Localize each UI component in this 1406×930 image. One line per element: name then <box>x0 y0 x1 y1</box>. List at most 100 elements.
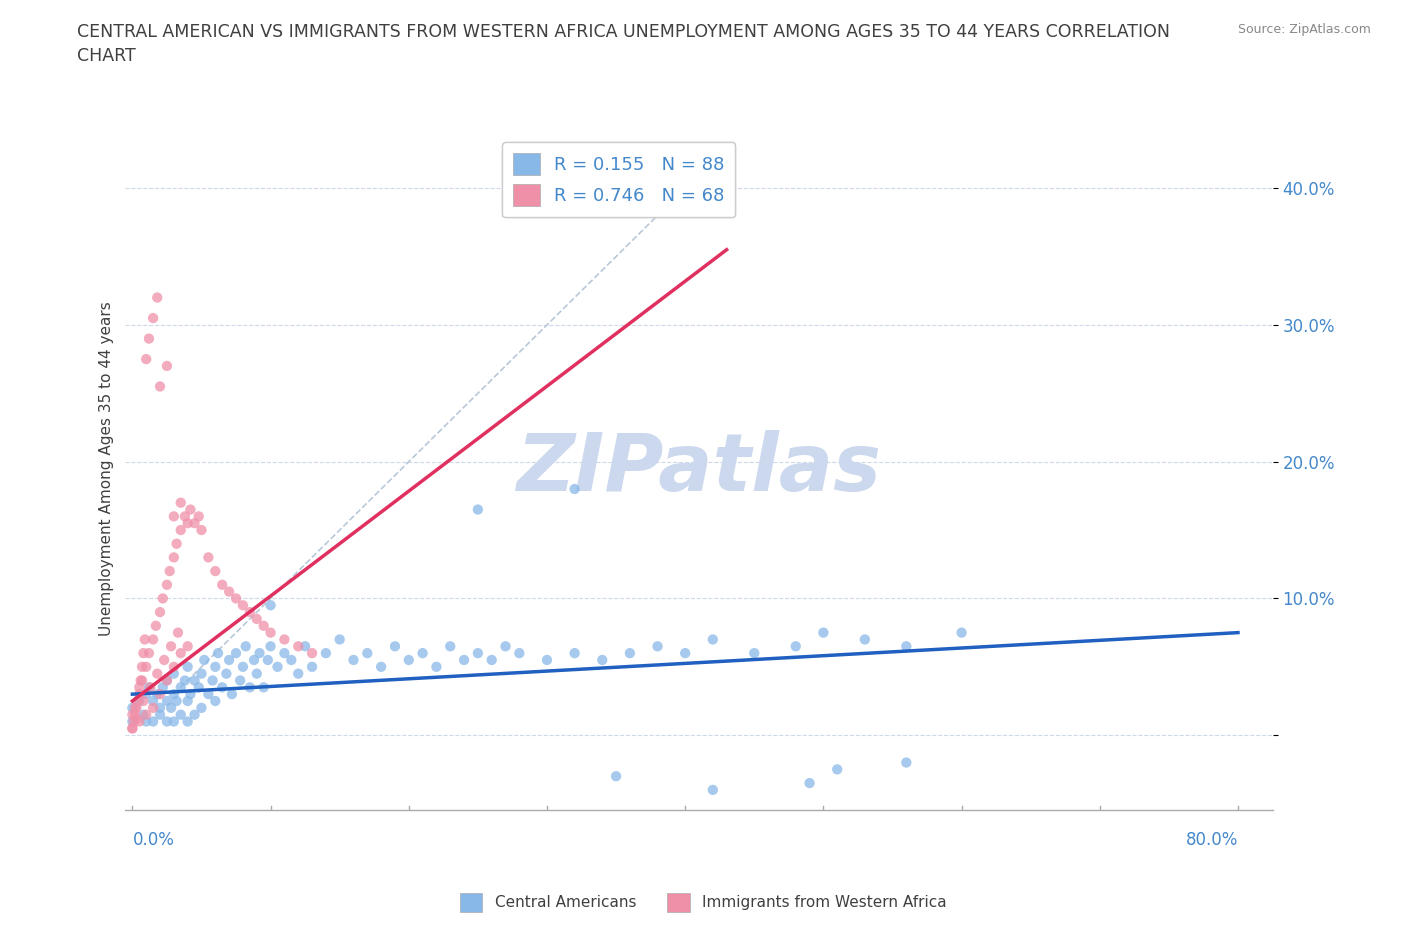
Point <box>201 673 224 688</box>
Point <box>329 632 352 647</box>
Point <box>225 591 247 605</box>
Point <box>218 653 240 668</box>
Point <box>232 659 254 674</box>
Point <box>149 686 172 701</box>
Point <box>190 666 212 681</box>
Point <box>232 598 254 613</box>
Point <box>170 523 193 538</box>
Point <box>280 653 302 668</box>
Point <box>149 707 172 722</box>
Point <box>127 694 149 709</box>
Point <box>149 700 172 715</box>
Point <box>139 680 162 695</box>
Point <box>121 700 143 715</box>
Point <box>170 707 193 722</box>
Point <box>156 578 179 592</box>
Point <box>193 653 215 668</box>
Point <box>253 680 276 695</box>
Point <box>176 516 198 531</box>
Point <box>301 645 323 660</box>
Point <box>156 694 179 709</box>
Point <box>384 639 406 654</box>
Point <box>190 700 212 715</box>
Point <box>287 666 309 681</box>
Point <box>356 645 378 660</box>
Point <box>259 625 281 640</box>
Text: CENTRAL AMERICAN VS IMMIGRANTS FROM WESTERN AFRICA UNEMPLOYMENT AMONG AGES 35 TO: CENTRAL AMERICAN VS IMMIGRANTS FROM WEST… <box>77 23 1170 65</box>
Point <box>129 673 152 688</box>
Point <box>170 645 193 660</box>
Point <box>138 331 160 346</box>
Point <box>174 509 197 524</box>
Point <box>156 714 179 729</box>
Point <box>204 564 226 578</box>
Point <box>259 598 281 613</box>
Point <box>176 639 198 654</box>
Point <box>149 604 172 619</box>
Point <box>239 680 262 695</box>
Point <box>142 694 165 709</box>
Point <box>122 714 145 729</box>
Point <box>183 516 205 531</box>
Point <box>167 625 190 640</box>
Point <box>166 537 188 551</box>
Point <box>156 673 179 688</box>
Point <box>398 653 420 668</box>
Y-axis label: Unemployment Among Ages 35 to 44 years: Unemployment Among Ages 35 to 44 years <box>100 301 114 636</box>
Point <box>128 680 150 695</box>
Point <box>246 666 269 681</box>
Point <box>132 694 155 709</box>
Point <box>439 639 461 654</box>
Point <box>799 776 821 790</box>
Point <box>176 694 198 709</box>
Point <box>156 358 179 373</box>
Text: Source: ZipAtlas.com: Source: ZipAtlas.com <box>1237 23 1371 36</box>
Point <box>146 290 169 305</box>
Point <box>825 762 848 777</box>
Point <box>243 653 266 668</box>
Point <box>256 653 278 668</box>
Point <box>176 714 198 729</box>
Point <box>160 700 183 715</box>
Point <box>124 700 146 715</box>
Point <box>135 707 157 722</box>
Point <box>190 523 212 538</box>
Point <box>183 673 205 688</box>
Point <box>246 612 269 627</box>
Point <box>273 632 295 647</box>
Point <box>301 659 323 674</box>
Point <box>125 711 148 726</box>
Point <box>370 659 392 674</box>
Point <box>135 686 157 701</box>
Point <box>135 659 157 674</box>
Point <box>453 653 475 668</box>
Point <box>142 714 165 729</box>
Point <box>742 645 765 660</box>
Point <box>146 686 169 701</box>
Point <box>647 639 669 654</box>
Point <box>128 694 150 709</box>
Point <box>221 686 243 701</box>
Point <box>153 653 176 668</box>
Point <box>218 584 240 599</box>
Point <box>166 694 188 709</box>
Point <box>176 659 198 674</box>
Point <box>853 632 876 647</box>
Point <box>160 639 183 654</box>
Point <box>163 659 186 674</box>
Point <box>163 509 186 524</box>
Point <box>412 645 434 660</box>
Point <box>619 645 641 660</box>
Point <box>170 680 193 695</box>
Point <box>163 714 186 729</box>
Point <box>536 653 558 668</box>
Point <box>142 700 165 715</box>
Point <box>495 639 517 654</box>
Point <box>179 686 201 701</box>
Point <box>142 311 165 325</box>
Point <box>121 721 143 736</box>
Point <box>564 482 586 497</box>
Point <box>156 673 179 688</box>
Point <box>149 379 172 394</box>
Point <box>197 686 219 701</box>
